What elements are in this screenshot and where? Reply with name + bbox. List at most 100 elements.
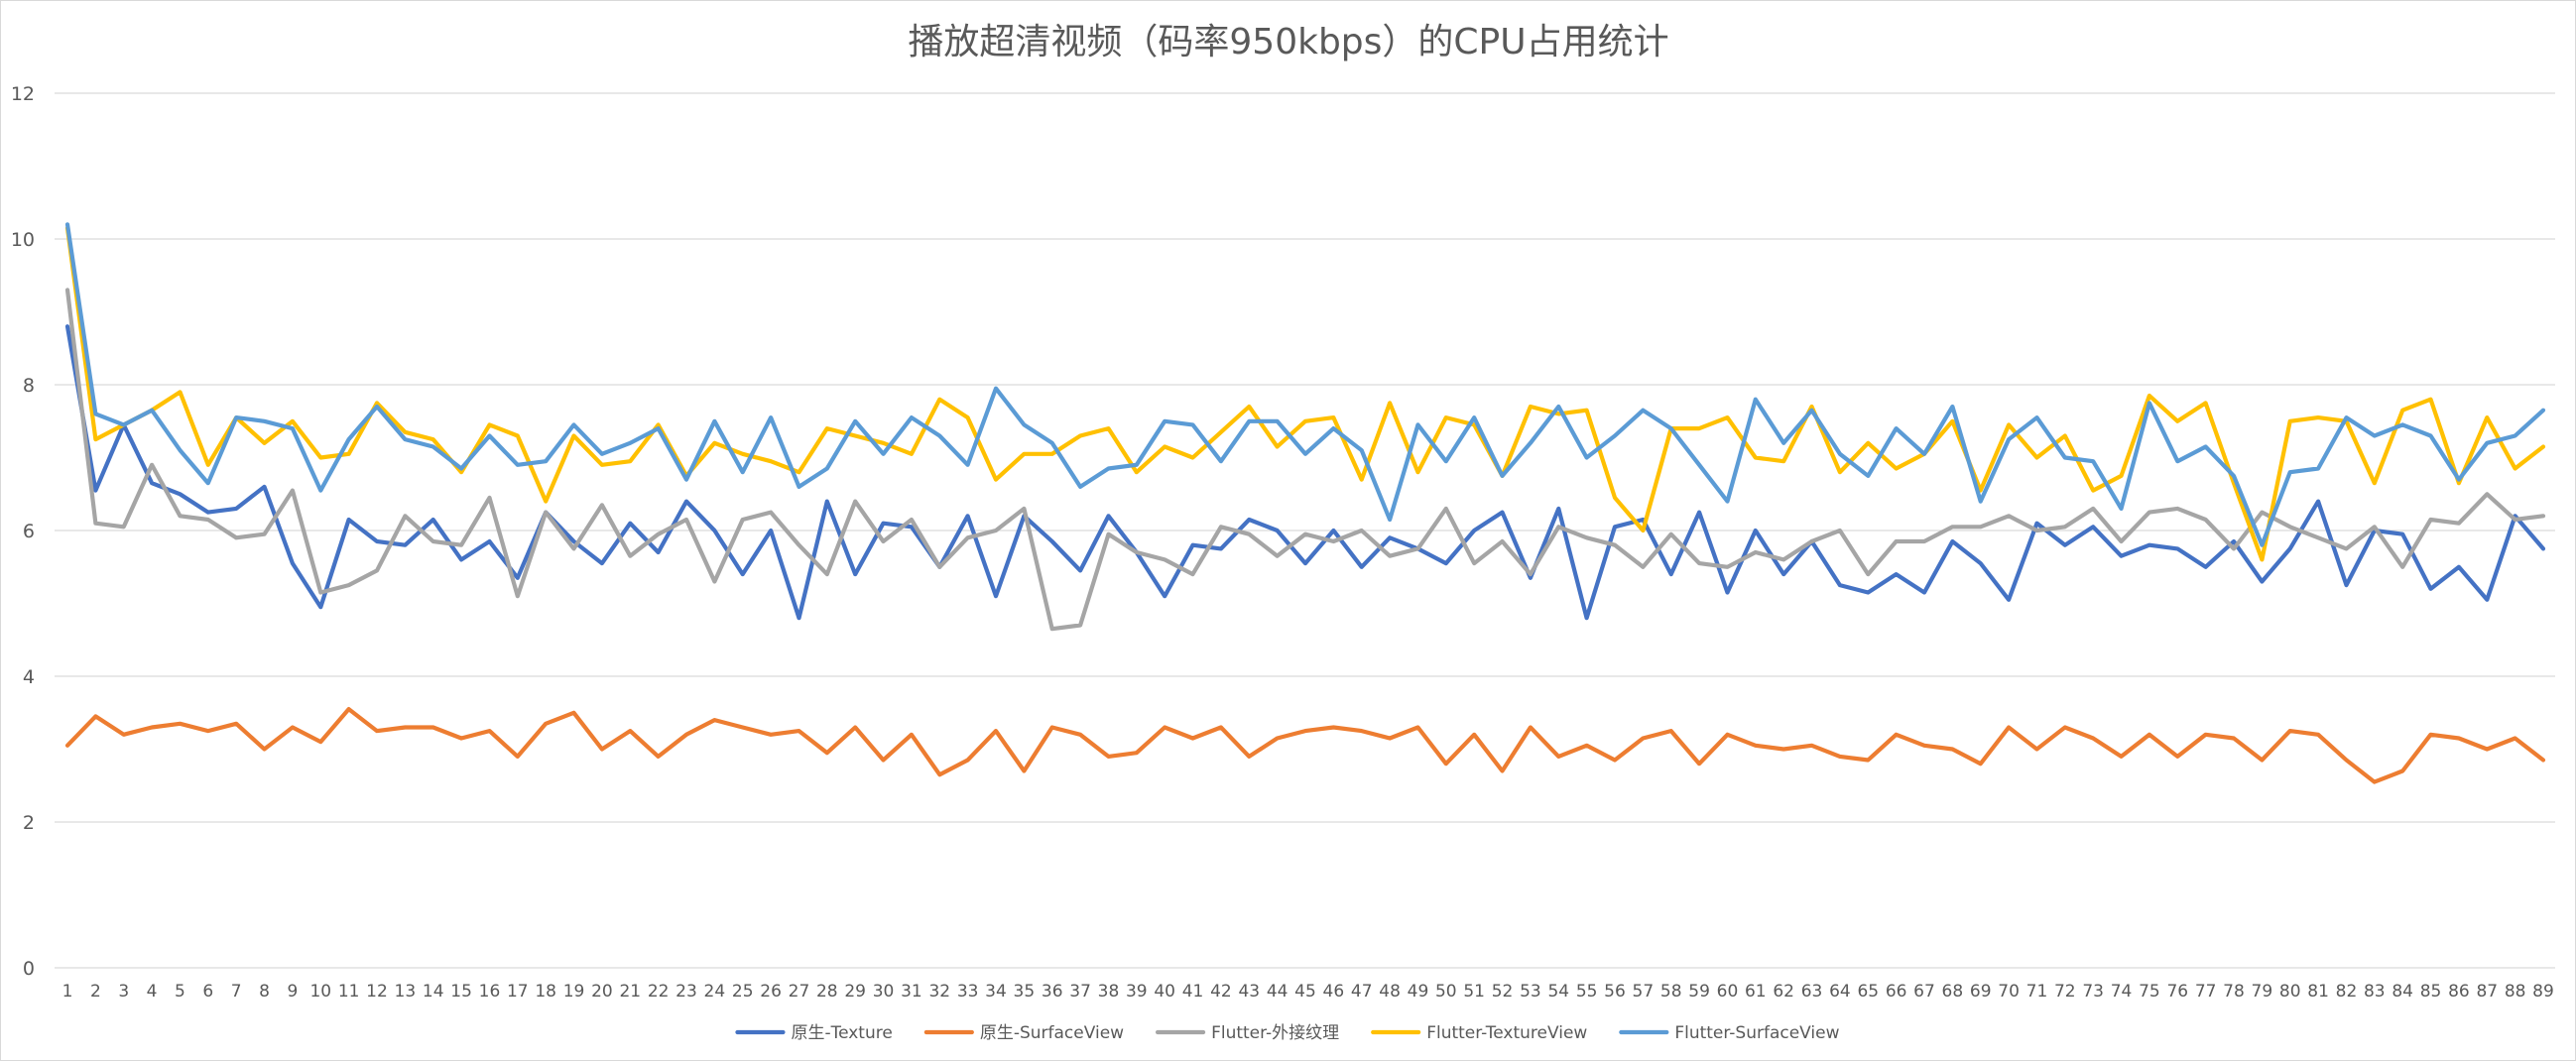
legend: 原生-Texture 原生-SurfaceView Flutter-外接纹理 Flut…: [735, 1023, 1840, 1043]
x-tick-label: 3: [118, 982, 129, 1002]
chart-title: 播放超清视频（码率950kbps）的CPU占用统计: [908, 22, 1668, 62]
x-tick-label: 33: [957, 982, 979, 1002]
x-tick-label: 66: [1886, 982, 1907, 1002]
x-tick-label: 71: [2026, 982, 2048, 1002]
x-tick-label: 28: [816, 982, 838, 1002]
y-tick-label: 10: [11, 229, 35, 251]
x-tick-label: 85: [2420, 982, 2442, 1002]
y-tick-label: 0: [23, 958, 35, 980]
y-tick-label: 2: [23, 812, 35, 834]
x-tick-label: 48: [1379, 982, 1401, 1002]
x-tick-label: 11: [338, 982, 360, 1002]
x-tick-label: 9: [287, 982, 298, 1002]
x-tick-label: 10: [309, 982, 331, 1002]
x-tick-label: 39: [1126, 982, 1148, 1002]
x-axis-ticks: 1 2 3 4 5 6 7 8 9 10 11 12 13 14 15 16 17 18 19 20 21 22 23 24 2…: [62, 982, 2554, 1002]
legend-label: Flutter-外接纹理: [1211, 1023, 1339, 1043]
y-axis-ticks: 0 2 4 6 8 10 12: [11, 83, 35, 980]
legend-label: 原生-Texture: [791, 1023, 892, 1043]
series-line-3: [64, 288, 2546, 632]
x-tick-label: 20: [591, 982, 613, 1002]
x-tick-label: 31: [901, 982, 922, 1002]
x-tick-label: 54: [1547, 982, 1569, 1002]
x-tick-label: 38: [1098, 982, 1120, 1002]
x-tick-label: 2: [90, 982, 101, 1002]
legend-label: Flutter-TextureView: [1426, 1023, 1587, 1043]
legend-label: Flutter-SurfaceView: [1674, 1023, 1839, 1043]
x-tick-label: 73: [2082, 982, 2104, 1002]
x-tick-label: 83: [2364, 982, 2386, 1002]
x-tick-label: 60: [1717, 982, 1739, 1002]
x-tick-label: 21: [619, 982, 641, 1002]
x-tick-label: 51: [1463, 982, 1485, 1002]
x-tick-label: 41: [1182, 982, 1204, 1002]
legend-item: Flutter-TextureView: [1371, 1023, 1587, 1043]
x-tick-label: 67: [1913, 982, 1935, 1002]
x-tick-label: 16: [479, 982, 501, 1002]
x-tick-label: 52: [1492, 982, 1514, 1002]
x-tick-label: 89: [2532, 982, 2554, 1002]
x-tick-label: 24: [704, 982, 726, 1002]
x-tick-label: 50: [1435, 982, 1457, 1002]
x-tick-label: 76: [2166, 982, 2188, 1002]
y-tick-label: 4: [23, 666, 35, 688]
x-tick-label: 30: [873, 982, 895, 1002]
x-tick-label: 75: [2139, 982, 2160, 1002]
series-lines: [64, 222, 2546, 784]
x-tick-label: 29: [844, 982, 866, 1002]
x-tick-label: 79: [2252, 982, 2273, 1002]
x-tick-label: 25: [732, 982, 754, 1002]
x-tick-label: 12: [366, 982, 388, 1002]
x-tick-label: 80: [2279, 982, 2301, 1002]
x-tick-label: 44: [1267, 982, 1288, 1002]
x-tick-label: 15: [450, 982, 472, 1002]
x-tick-label: 59: [1688, 982, 1710, 1002]
x-tick-label: 36: [1042, 982, 1063, 1002]
x-tick-label: 34: [985, 982, 1007, 1002]
x-tick-label: 82: [2336, 982, 2358, 1002]
series-line-2: [64, 706, 2546, 784]
x-tick-label: 22: [648, 982, 670, 1002]
x-tick-label: 74: [2111, 982, 2133, 1002]
x-tick-label: 27: [789, 982, 810, 1002]
x-tick-label: 53: [1520, 982, 1541, 1002]
x-tick-label: 18: [535, 982, 556, 1002]
x-tick-label: 26: [760, 982, 782, 1002]
x-tick-label: 56: [1604, 982, 1626, 1002]
x-tick-label: 32: [928, 982, 950, 1002]
gridlines: [55, 92, 2555, 969]
legend-item: Flutter-SurfaceView: [1619, 1023, 1840, 1043]
x-tick-label: 61: [1745, 982, 1767, 1002]
x-tick-label: 64: [1829, 982, 1851, 1002]
x-tick-label: 69: [1970, 982, 1992, 1002]
x-tick-label: 68: [1942, 982, 1964, 1002]
x-tick-label: 7: [231, 982, 242, 1002]
x-tick-label: 8: [259, 982, 270, 1002]
x-tick-label: 37: [1069, 982, 1091, 1002]
x-tick-label: 14: [423, 982, 444, 1002]
x-tick-label: 78: [2223, 982, 2245, 1002]
y-tick-label: 12: [11, 83, 35, 105]
x-tick-label: 77: [2195, 982, 2217, 1002]
x-tick-label: 4: [147, 982, 158, 1002]
x-tick-label: 13: [395, 982, 417, 1002]
x-tick-label: 45: [1294, 982, 1316, 1002]
x-tick-label: 65: [1857, 982, 1879, 1002]
x-tick-label: 5: [175, 982, 185, 1002]
x-tick-label: 43: [1238, 982, 1260, 1002]
x-tick-label: 23: [675, 982, 697, 1002]
legend-item: 原生-SurfaceView: [923, 1023, 1124, 1043]
x-tick-label: 55: [1576, 982, 1598, 1002]
y-tick-label: 8: [23, 375, 35, 397]
x-tick-label: 84: [2392, 982, 2413, 1002]
x-tick-label: 17: [507, 982, 529, 1002]
series-line-4: [64, 225, 2546, 562]
x-tick-label: 47: [1351, 982, 1373, 1002]
legend-item: Flutter-外接纹理: [1155, 1023, 1339, 1043]
y-tick-label: 6: [23, 521, 35, 542]
x-tick-label: 63: [1801, 982, 1823, 1002]
x-tick-label: 87: [2476, 982, 2498, 1002]
x-tick-label: 35: [1014, 982, 1036, 1002]
